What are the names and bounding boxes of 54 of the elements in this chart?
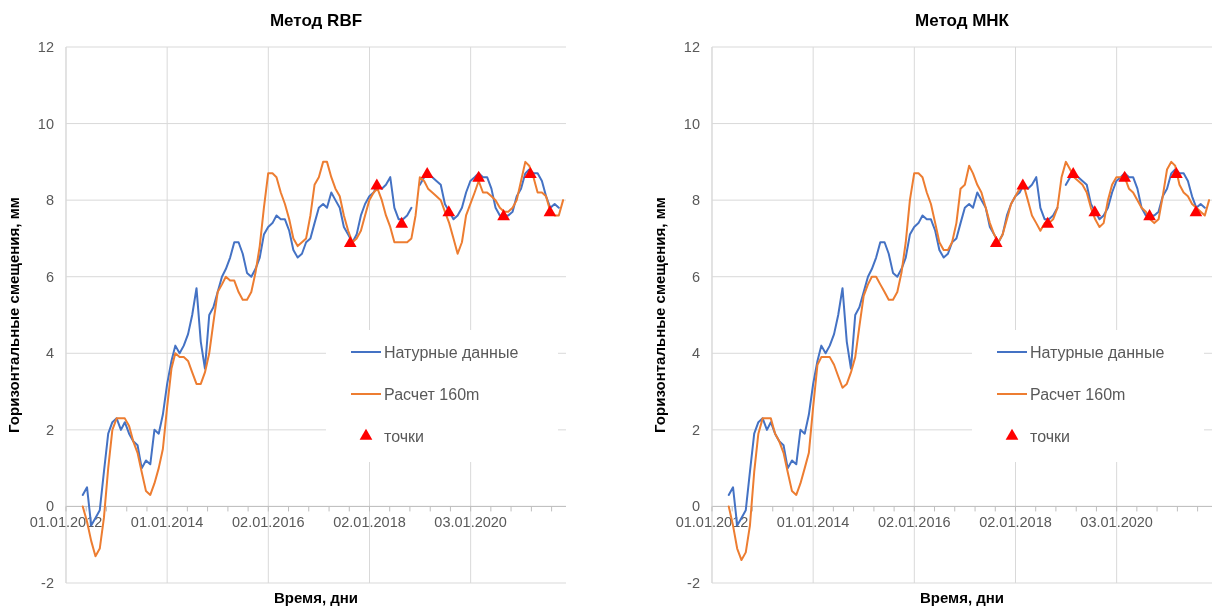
y-tick-label: 12 <box>683 39 700 55</box>
y-tick-label: -2 <box>687 575 700 591</box>
legend-label: точки <box>384 428 424 445</box>
legend-label: точки <box>1030 428 1070 445</box>
y-tick-label: 0 <box>45 498 54 515</box>
x-tick-label: 02.01.2016 <box>232 514 305 531</box>
y-tick-label: 2 <box>691 421 700 438</box>
point <box>989 235 1003 247</box>
legend-label: Натурные данные <box>1030 344 1165 361</box>
x-tick-label: 03.01.2020 <box>434 514 507 531</box>
y-tick-label: 8 <box>45 192 54 209</box>
y-tick-label: -2 <box>41 575 54 591</box>
y-tick-label: 2 <box>45 421 54 438</box>
point <box>1088 205 1102 217</box>
y-tick-label: 4 <box>691 345 700 362</box>
point <box>524 167 537 179</box>
point <box>1143 209 1156 221</box>
point <box>543 205 557 217</box>
x-tick-label: 02.01.2018 <box>979 514 1052 531</box>
legend-label: Расчет 160m <box>384 386 480 403</box>
chart-title: Метод МНК <box>915 11 1010 30</box>
y-axis-title: Горизонтальные смещения, мм <box>651 197 668 433</box>
point <box>1016 178 1030 190</box>
point <box>343 235 357 247</box>
point <box>370 178 384 190</box>
x-axis-title: Время, дни <box>919 589 1005 606</box>
y-tick-label: 8 <box>691 192 700 209</box>
x-tick-label: 01.01.2014 <box>130 514 204 531</box>
y-tick-label: 4 <box>45 345 54 362</box>
x-tick-label: 01.01.2014 <box>776 514 850 531</box>
point <box>1066 167 1080 179</box>
point <box>1118 170 1132 182</box>
x-tick-label: 03.01.2020 <box>1080 514 1153 531</box>
y-tick-label: 6 <box>45 268 54 285</box>
point <box>442 205 456 217</box>
y-tick-label: 6 <box>691 268 700 285</box>
y-tick-label: 10 <box>37 115 54 132</box>
x-tick-label: 02.01.2016 <box>878 514 951 531</box>
y-tick-label: 0 <box>691 498 700 515</box>
point <box>395 216 409 228</box>
legend-label: Расчет 160m <box>1030 386 1126 403</box>
y-tick-label: 12 <box>37 39 54 55</box>
point <box>1189 205 1203 217</box>
point <box>472 170 486 182</box>
point <box>420 167 434 179</box>
y-tick-label: 10 <box>683 115 700 132</box>
x-tick-label: 02.01.2018 <box>333 514 406 531</box>
chart-title: Метод RBF <box>269 11 363 30</box>
point <box>497 209 510 221</box>
x-axis-title: Время, дни <box>273 589 359 606</box>
y-axis-title: Горизонтальные смещения, мм <box>5 197 22 433</box>
point <box>1170 167 1183 179</box>
point <box>1041 216 1055 228</box>
legend-label: Натурные данные <box>384 344 519 361</box>
